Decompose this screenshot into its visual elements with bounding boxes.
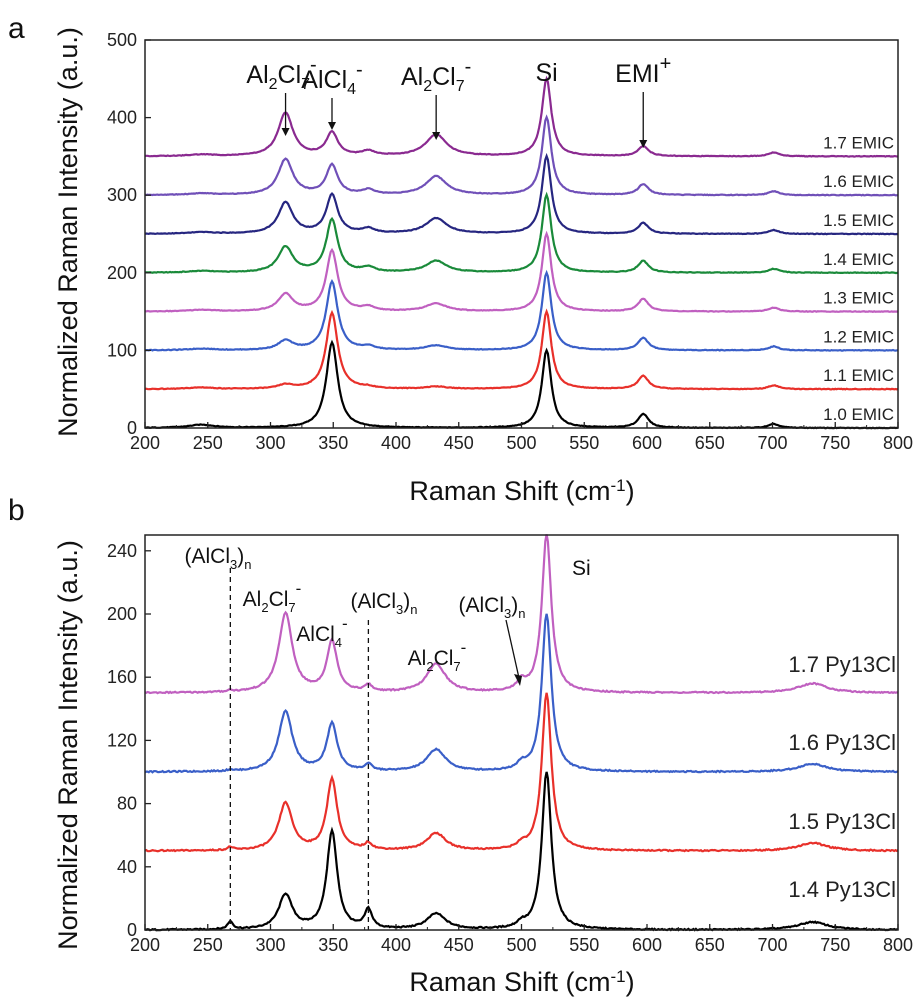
- y-tick-label: 40: [117, 857, 137, 877]
- x-tick-label: 500: [506, 935, 536, 955]
- series-label: 1.1 EMIC: [823, 366, 894, 385]
- series-label: 1.0 EMIC: [823, 405, 894, 424]
- arrowhead: [639, 140, 648, 148]
- y-tick-label: 120: [107, 730, 137, 750]
- y-tick-label: 0: [127, 920, 137, 940]
- series-line-1.4-emic: [144, 191, 899, 275]
- series-line-1.1-emic: [144, 308, 899, 391]
- arrowhead: [432, 132, 441, 140]
- x-tick-label: 700: [757, 935, 787, 955]
- peak-annotation: Al2Cl7-: [243, 579, 302, 615]
- x-tick-label: 800: [883, 935, 913, 955]
- peak-annotation: Al2Cl7-: [408, 638, 467, 674]
- x-tick-label: 500: [506, 433, 536, 453]
- x-tick-label: 300: [255, 935, 285, 955]
- series-label: 1.2 EMIC: [823, 327, 894, 346]
- series-line-1.5-emic: [144, 152, 899, 236]
- annotation-arrow: [505, 619, 520, 679]
- y-axis-title-a: Normalized Raman Intensity (a.u.): [53, 27, 83, 437]
- x-axis-title-a: Raman Shift (cm-1): [409, 476, 634, 507]
- y-tick-label: 500: [107, 30, 137, 50]
- x-tick-label: 400: [381, 935, 411, 955]
- peak-annotation: Al2Cl7-: [401, 56, 471, 95]
- x-tick-label: 450: [444, 935, 474, 955]
- peak-annotation: (AlCl3)n: [351, 590, 418, 617]
- peak-annotation: (AlCl3)n: [459, 594, 526, 621]
- x-tick-label: 200: [130, 433, 160, 453]
- panel-letter-a: a: [8, 12, 25, 45]
- x-tick-label: 200: [130, 935, 160, 955]
- arrowhead: [514, 674, 522, 686]
- panel-letter-b: b: [8, 494, 25, 527]
- peak-annotation: Si: [572, 557, 591, 580]
- series-label: 1.5 EMIC: [823, 211, 894, 230]
- x-tick-label: 250: [193, 935, 223, 955]
- series-label: 1.7 Py13Cl: [788, 652, 896, 677]
- x-tick-label: 600: [632, 935, 662, 955]
- x-tick-label: 250: [193, 433, 223, 453]
- series-line-1.4-py13cl: [144, 771, 899, 932]
- x-tick-label: 300: [255, 433, 285, 453]
- peak-annotation: AlCl4-: [296, 614, 347, 650]
- y-axis-title-b: Normalized Raman Intensity (a.u.): [53, 540, 83, 950]
- series-line-1.5-py13cl: [144, 692, 899, 853]
- series-label: 1.5 Py13Cl: [788, 809, 896, 834]
- x-tick-label: 600: [632, 433, 662, 453]
- x-tick-label: 350: [318, 935, 348, 955]
- chart-panel-b: (AlCl3)nAl2Cl7-AlCl4-(AlCl3)nAl2Cl7-(AlC…: [53, 534, 913, 997]
- peak-annotation: EMI+: [615, 53, 671, 88]
- series-line-1.3-emic: [144, 230, 899, 313]
- x-tick-label: 650: [695, 935, 725, 955]
- series-label: 1.3 EMIC: [823, 289, 894, 308]
- x-tick-label: 550: [569, 935, 599, 955]
- x-tick-label: 650: [695, 433, 725, 453]
- y-tick-label: 80: [117, 794, 137, 814]
- x-tick-label: 550: [569, 433, 599, 453]
- arrowhead: [327, 122, 336, 130]
- x-axis-title-b: Raman Shift (cm-1): [409, 967, 634, 998]
- x-tick-label: 400: [381, 433, 411, 453]
- series-label: 1.4 EMIC: [823, 250, 894, 269]
- peak-annotation: AlCl4-: [301, 59, 362, 98]
- y-tick-label: 200: [107, 263, 137, 283]
- y-tick-label: 100: [107, 340, 137, 360]
- series-line-1.6-py13cl: [144, 613, 899, 774]
- series-label: 1.4 Py13Cl: [788, 877, 896, 902]
- y-tick-label: 240: [107, 541, 137, 561]
- peak-annotation: (AlCl3)n: [185, 545, 252, 572]
- y-tick-label: 200: [107, 604, 137, 624]
- x-tick-label: 700: [757, 433, 787, 453]
- series-label: 1.6 Py13Cl: [788, 730, 896, 755]
- y-tick-label: 300: [107, 185, 137, 205]
- series-line-1.7-py13cl: [144, 534, 899, 695]
- y-tick-label: 400: [107, 108, 137, 128]
- peak-annotation: Al2Cl7-: [246, 54, 316, 93]
- peak-annotation: Si: [535, 59, 557, 87]
- y-tick-label: 0: [127, 418, 137, 438]
- series-line-1.6-emic: [144, 114, 899, 197]
- x-tick-label: 800: [883, 433, 913, 453]
- x-tick-label: 750: [820, 935, 850, 955]
- series-label: 1.7 EMIC: [823, 133, 894, 152]
- series-line-1.2-emic: [144, 269, 899, 352]
- y-tick-label: 160: [107, 667, 137, 687]
- x-tick-label: 750: [820, 433, 850, 453]
- arrowhead: [281, 128, 290, 136]
- series-label: 1.6 EMIC: [823, 172, 894, 191]
- x-tick-label: 450: [444, 433, 474, 453]
- series-line-1.7-emic: [144, 75, 899, 158]
- x-tick-label: 350: [318, 433, 348, 453]
